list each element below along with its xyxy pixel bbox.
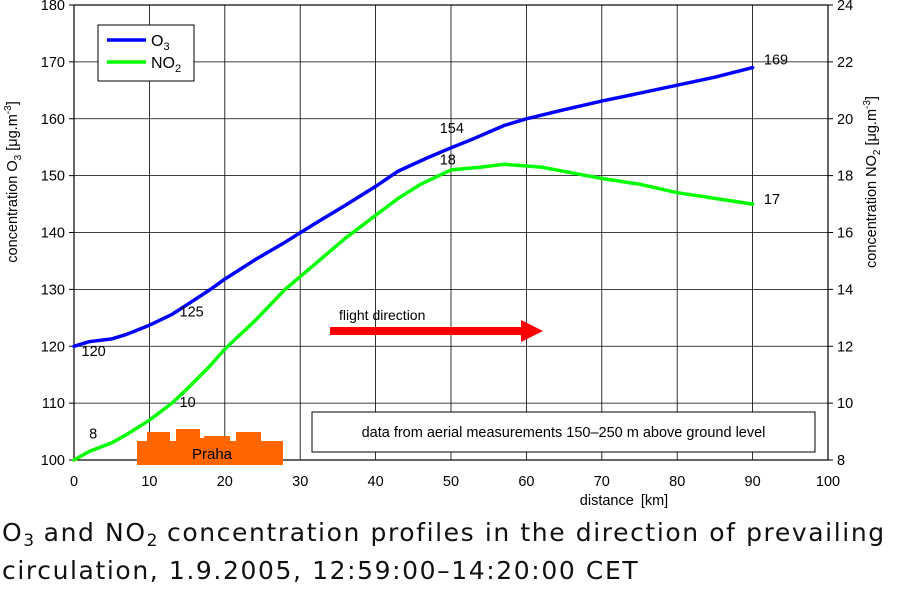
y-tick-label-left: 120 bbox=[41, 339, 65, 355]
x-tick-label: 80 bbox=[669, 474, 685, 490]
figure-caption: O3 and NO2 concentration profiles in the… bbox=[2, 518, 886, 585]
data-label-no2: 17 bbox=[764, 192, 780, 208]
flight-arrow-shaft bbox=[330, 327, 524, 335]
data-note: data from aerial measurements 150–250 m … bbox=[311, 411, 816, 453]
data-note-text: data from aerial measurements 150–250 m … bbox=[362, 425, 766, 441]
x-tick-label: 60 bbox=[518, 474, 534, 490]
x-tick-label: 50 bbox=[443, 474, 459, 490]
axis-ticks: 0 10 20 30 40 50 60 70 80 90 100 100 110 120 130 140 150… bbox=[41, 0, 853, 490]
x-tick-label: 70 bbox=[594, 474, 610, 490]
legend-box bbox=[97, 24, 195, 82]
x-tick-label: 100 bbox=[816, 474, 840, 490]
y-tick-label-left: 170 bbox=[41, 55, 65, 71]
y-tick-label-right: 16 bbox=[837, 226, 853, 242]
series-line-no2 bbox=[72, 162, 755, 462]
data-label-o3: 169 bbox=[764, 53, 788, 69]
x-tick-label: 40 bbox=[368, 474, 384, 490]
y-tick-label-left: 130 bbox=[41, 282, 65, 298]
data-label-no2: 10 bbox=[180, 395, 196, 411]
y-tick-label-right: 8 bbox=[837, 453, 845, 469]
data-label-o3: 154 bbox=[440, 121, 464, 137]
x-axis-label: distance [km] bbox=[580, 493, 668, 509]
x-tick-label: 20 bbox=[217, 474, 233, 490]
y-tick-label-left: 150 bbox=[41, 169, 65, 185]
data-label-o3: 120 bbox=[82, 344, 106, 360]
y-tick-label-left: 100 bbox=[41, 453, 65, 469]
x-tick-label: 30 bbox=[292, 474, 308, 490]
y-axis-label-left: concentration O3 [μg.m-3] bbox=[3, 101, 24, 262]
legend: O3 NO2 bbox=[97, 24, 195, 82]
city-label: Praha bbox=[192, 446, 233, 463]
city-shape bbox=[137, 429, 283, 465]
flight-arrow-head bbox=[521, 320, 543, 342]
y-tick-label-left: 110 bbox=[42, 396, 65, 412]
y-tick-label-right: 24 bbox=[837, 0, 853, 14]
flight-direction-annotation: flight direction bbox=[330, 307, 543, 342]
data-label-no2: 8 bbox=[89, 426, 97, 442]
y-tick-label-left: 160 bbox=[41, 112, 65, 128]
y-tick-label-right: 12 bbox=[837, 339, 853, 355]
data-labels: 120 125 154 169 8 10 18 17 bbox=[82, 53, 789, 443]
flight-direction-label: flight direction bbox=[339, 307, 425, 323]
chart: 0 10 20 30 40 50 60 70 80 90 100 100 110 120 130 140 150… bbox=[3, 0, 883, 509]
y-tick-label-left: 140 bbox=[41, 226, 65, 242]
y-tick-label-right: 20 bbox=[837, 112, 853, 128]
city-silhouette: Praha bbox=[137, 429, 283, 465]
data-note-box bbox=[311, 411, 816, 453]
legend-entry-o3: O3 bbox=[151, 33, 170, 53]
y-tick-label-right: 10 bbox=[837, 396, 853, 412]
y-tick-label-right: 18 bbox=[837, 169, 853, 185]
x-tick-label: 90 bbox=[745, 474, 761, 490]
x-tick-label: 10 bbox=[141, 474, 157, 490]
y-tick-label-right: 22 bbox=[837, 55, 853, 71]
series-line-o3 bbox=[72, 65, 755, 349]
legend-entry-no2: NO2 bbox=[151, 55, 181, 75]
series-layer bbox=[72, 65, 755, 462]
data-label-no2: 18 bbox=[440, 152, 456, 168]
data-label-o3: 125 bbox=[180, 305, 204, 321]
y-axis-label-right: concentration NO2 [μg.m-3] bbox=[862, 96, 883, 268]
y-tick-label-left: 180 bbox=[41, 0, 65, 14]
x-tick-label: 0 bbox=[70, 474, 78, 490]
y-tick-label-right: 14 bbox=[837, 282, 853, 298]
